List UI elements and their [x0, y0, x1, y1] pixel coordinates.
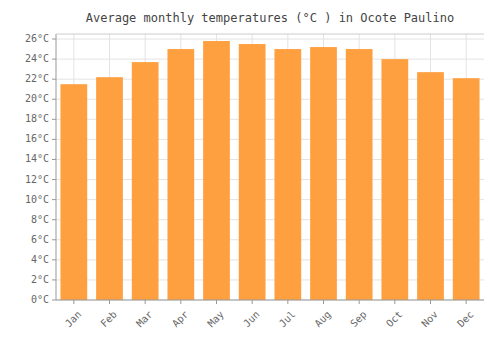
- x-tick-label: May: [205, 309, 226, 330]
- y-tick-label: 6°C: [31, 234, 49, 245]
- y-grid-line: [56, 300, 484, 301]
- y-tick-label: 14°C: [25, 153, 49, 164]
- x-tick: [145, 300, 146, 304]
- y-tick: [52, 99, 56, 100]
- x-tick: [287, 300, 288, 304]
- y-tick-label: 2°C: [31, 274, 49, 285]
- y-tick-label: 10°C: [25, 194, 49, 205]
- y-tick-label: 4°C: [31, 254, 49, 265]
- x-tick: [430, 300, 431, 304]
- x-tick-label: Nov: [419, 309, 440, 330]
- x-tick-label: Mar: [134, 309, 155, 330]
- y-tick-label: 20°C: [25, 93, 49, 104]
- x-axis-line: [56, 300, 484, 301]
- bar: [60, 84, 87, 300]
- x-tick-label: Jul: [277, 309, 298, 330]
- y-grid-line: [56, 59, 484, 60]
- y-tick: [52, 279, 56, 280]
- bar: [417, 72, 444, 300]
- y-tick-label: 0°C: [31, 294, 49, 305]
- bars: [60, 41, 479, 300]
- y-tick: [52, 159, 56, 160]
- y-tick: [52, 79, 56, 80]
- x-tick-label: Sep: [348, 309, 369, 330]
- bar: [203, 41, 230, 300]
- y-tick-label: 8°C: [31, 214, 49, 225]
- chart-title: Average monthly temperatures (°C ) in Oc…: [86, 11, 454, 25]
- bar: [239, 44, 266, 300]
- y-tick-label: 26°C: [25, 33, 49, 44]
- y-tick: [52, 259, 56, 260]
- y-tick-label: 24°C: [25, 53, 49, 64]
- bar: [132, 62, 159, 300]
- y-grid-line: [56, 39, 484, 40]
- bar: [381, 59, 408, 300]
- x-tick-label: Apr: [170, 309, 191, 330]
- x-tick: [252, 300, 253, 304]
- x-tick-label: Jan: [63, 309, 84, 330]
- bar: [346, 49, 373, 300]
- y-tick: [52, 179, 56, 180]
- x-tick-label: Jun: [241, 309, 262, 330]
- y-tick: [52, 139, 56, 140]
- x-tick: [216, 300, 217, 304]
- chart-container: 0°C 2°C 4°C 6°C 8°C 10°C 12°C 14°C 16°C 18°C 20°C 2…: [0, 0, 500, 350]
- grid: [56, 34, 484, 300]
- bar: [96, 77, 123, 300]
- bar: [167, 49, 194, 300]
- x-tick-label: Oct: [384, 309, 405, 330]
- x-tick: [180, 300, 181, 304]
- x-tick: [109, 300, 110, 304]
- y-tick-label: 22°C: [25, 73, 49, 84]
- y-tick: [52, 39, 56, 40]
- y-tick-label: 16°C: [25, 133, 49, 144]
- x-tick-label: Aug: [312, 309, 333, 330]
- x-tick-label: Feb: [98, 309, 119, 330]
- y-tick: [52, 199, 56, 200]
- y-axis-line: [56, 34, 57, 300]
- y-tick: [52, 239, 56, 240]
- y-tick: [52, 219, 56, 220]
- plot-top-edge: [56, 34, 484, 35]
- y-tick-label: 18°C: [25, 113, 49, 124]
- x-tick: [359, 300, 360, 304]
- x-tick: [466, 300, 467, 304]
- axes: 0°C 2°C 4°C 6°C 8°C 10°C 12°C 14°C 16°C 18°C 20°C 2…: [25, 33, 476, 329]
- chart-svg: 0°C 2°C 4°C 6°C 8°C 10°C 12°C 14°C 16°C 18°C 20°C 2…: [0, 0, 500, 350]
- bar: [274, 49, 301, 300]
- x-tick: [394, 300, 395, 304]
- y-tick: [52, 59, 56, 60]
- x-tick: [73, 300, 74, 304]
- y-tick-label: 12°C: [25, 174, 49, 185]
- bar: [310, 47, 337, 300]
- y-tick: [52, 300, 56, 301]
- y-tick: [52, 119, 56, 120]
- bar: [453, 78, 480, 300]
- x-tick-label: Dec: [455, 309, 476, 330]
- x-tick: [323, 300, 324, 304]
